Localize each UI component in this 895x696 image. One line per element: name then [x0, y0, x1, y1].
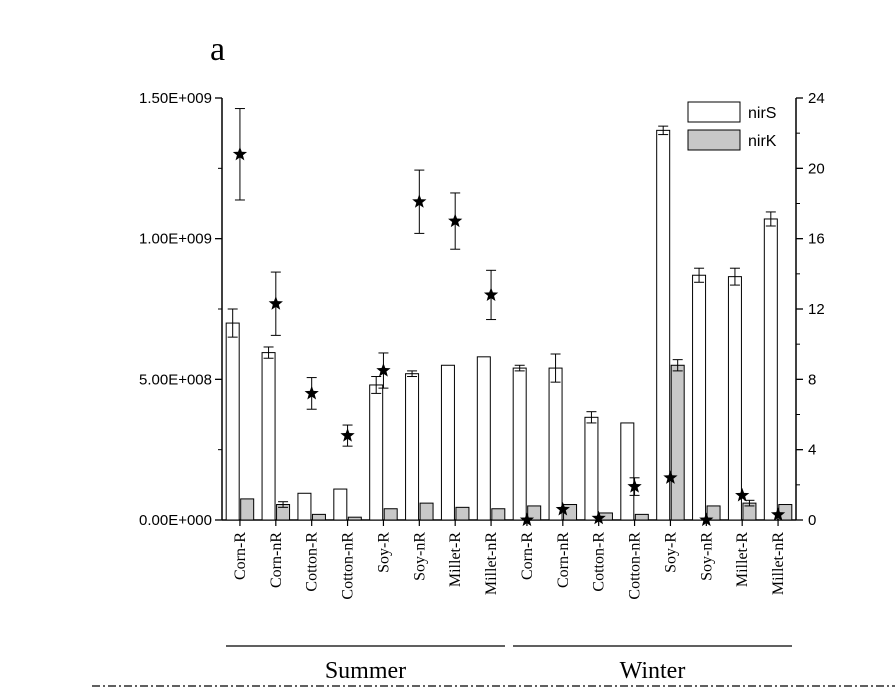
ratio-star-marker	[699, 512, 714, 527]
ratio-star-marker	[232, 146, 248, 161]
bar-nirS	[405, 373, 420, 521]
ratio-star-marker	[412, 194, 427, 208]
plot-area: 0.00E+000 5.00E+008 1.00E+009 1.50E+009 0 4 8 1…	[139, 90, 825, 684]
bar-nirS	[727, 276, 742, 521]
ratio-star-marker	[519, 512, 535, 527]
ratio-star-marker	[627, 479, 642, 493]
bar-nirS	[476, 356, 491, 521]
category-label: Soy-nR	[698, 532, 715, 581]
left-tick-label: 5.00E+008	[139, 371, 212, 388]
bar-nirK	[634, 513, 649, 521]
bar-nirS	[692, 274, 707, 521]
bar-nirS	[369, 384, 384, 521]
bar-nirS	[440, 364, 455, 521]
category-label: Cotton-R	[591, 532, 608, 592]
category-label: Cotton-R	[304, 532, 321, 592]
category-label: Millet-R	[734, 532, 751, 587]
right-tick-label: 4	[808, 442, 816, 459]
ratio-star-marker	[770, 507, 786, 521]
category-label: Cotton-nR	[627, 532, 644, 600]
ratio-star-marker	[268, 296, 283, 310]
bar-nirK	[383, 508, 398, 521]
bar-nirK	[311, 513, 326, 521]
right-tick-label: 20	[808, 160, 825, 177]
ratio-star-marker	[663, 470, 678, 484]
bar-nirK	[240, 498, 255, 521]
bar-nirS	[584, 416, 599, 521]
left-tick-label: 1.00E+009	[139, 231, 212, 248]
left-tick-label: 0.00E+000	[139, 512, 212, 529]
ratio-star-marker	[376, 363, 391, 377]
bar-nirS	[620, 422, 635, 521]
bar-nirK	[527, 505, 542, 521]
category-label: Soy-R	[662, 532, 679, 573]
bar-nirS	[512, 367, 527, 521]
bar-nirK	[706, 505, 721, 521]
category-label: Millet-nR	[770, 532, 787, 595]
right-tick-label: 0	[808, 512, 816, 529]
legend-swatch-nirK	[687, 129, 741, 151]
bar-nirS	[297, 492, 312, 521]
bar-nirS	[261, 352, 276, 521]
category-label: Corn-nR	[555, 532, 572, 588]
ratio-star-marker	[591, 510, 606, 525]
ratio-star-marker	[483, 287, 499, 301]
bar-nirS	[225, 322, 240, 521]
legend-label-nirS: nirS	[748, 105, 776, 122]
legend-swatch-nirS	[687, 101, 741, 123]
bar-nirS	[763, 218, 778, 521]
ratio-star-marker	[304, 385, 319, 400]
bar-nirK	[347, 516, 362, 521]
bar-nirS	[656, 129, 671, 521]
category-label: Corn-R	[232, 532, 249, 580]
category-label: Millet-nR	[483, 532, 500, 595]
right-tick-label: 24	[808, 90, 825, 107]
category-label: Soy-nR	[411, 532, 428, 581]
ratio-star-marker	[448, 213, 463, 228]
bar-nirS	[333, 488, 348, 521]
ratio-star-marker	[340, 428, 355, 442]
bar-nirK	[491, 508, 506, 521]
right-tick-label: 8	[808, 371, 816, 388]
category-label: Cotton-nR	[340, 532, 357, 600]
bar-nirK	[419, 502, 434, 521]
right-tick-label: 16	[808, 231, 825, 248]
legend-label-nirK: nirK	[748, 133, 777, 150]
ratio-star-marker	[735, 487, 750, 502]
category-label: Millet-R	[447, 532, 464, 587]
ratio-star-marker	[555, 501, 570, 516]
bar-nirS	[548, 367, 563, 521]
group-label: Winter	[620, 658, 686, 684]
left-tick-label: 1.50E+009	[139, 90, 212, 107]
category-label: Corn-R	[519, 532, 536, 580]
bar-nirK	[670, 364, 685, 521]
category-label: Corn-nR	[268, 532, 285, 588]
group-label: Summer	[325, 658, 406, 684]
panel-label: a	[210, 31, 225, 68]
right-tick-label: 12	[808, 301, 825, 318]
category-label: Soy-R	[375, 532, 392, 573]
bar-nirK	[455, 506, 470, 521]
